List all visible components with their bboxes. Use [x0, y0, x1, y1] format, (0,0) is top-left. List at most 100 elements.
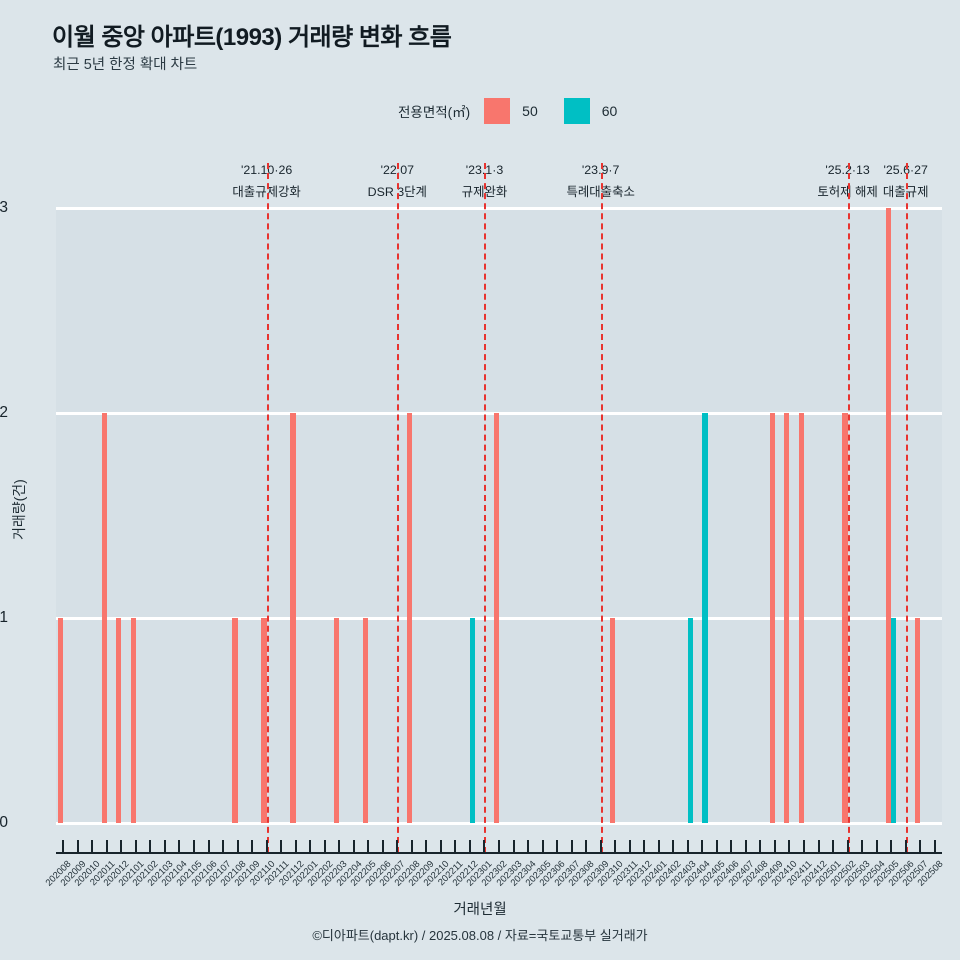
x-tick-mark [76, 840, 79, 853]
x-tick-mark [744, 840, 747, 853]
bar[interactable] [798, 413, 804, 823]
x-tick-mark [570, 840, 573, 853]
bar[interactable] [914, 618, 921, 823]
legend-swatch-50 [484, 98, 511, 124]
chart-title: 이월 중앙 아파트(1993) 거래량 변화 흐름 [52, 24, 452, 51]
legend-item-50[interactable]: 50 [484, 98, 556, 124]
bar[interactable] [334, 618, 340, 823]
y-tick-label: 1 [0, 609, 8, 626]
event-line [905, 163, 908, 853]
bar[interactable] [769, 413, 775, 823]
bars-layer [56, 208, 942, 823]
bar[interactable] [261, 618, 267, 823]
bar[interactable] [702, 413, 708, 823]
x-tick-mark [134, 840, 137, 853]
annotation-date: '23.1·3 [465, 163, 504, 177]
bar[interactable] [406, 413, 412, 823]
x-tick-mark [890, 840, 893, 853]
x-tick-mark [192, 840, 195, 853]
x-tick-mark [512, 840, 515, 853]
bar[interactable] [784, 413, 790, 823]
gridline [56, 206, 942, 210]
x-tick-mark [454, 840, 457, 853]
x-tick-mark [556, 840, 559, 853]
x-tick-mark [585, 840, 588, 853]
x-tick-mark [846, 840, 849, 853]
x-tick-mark [265, 840, 268, 853]
x-tick-mark [919, 840, 922, 853]
bar[interactable] [363, 618, 369, 823]
bar[interactable] [609, 618, 616, 823]
x-tick-mark [788, 840, 791, 853]
bar[interactable] [130, 618, 136, 823]
gridline [56, 616, 942, 620]
legend-title: 전용면적(㎡) [398, 105, 471, 120]
x-tick-mark [498, 840, 500, 853]
gridline [56, 411, 942, 415]
x-tick-mark [91, 840, 94, 853]
gridline [56, 821, 942, 825]
x-tick-mark [323, 840, 326, 853]
bar[interactable] [290, 413, 296, 823]
x-tick-mark [773, 840, 776, 853]
bar[interactable] [232, 618, 238, 823]
x-tick-mark [338, 840, 341, 853]
x-tick-mark [468, 840, 471, 853]
x-tick-mark [410, 840, 413, 853]
event-lines-layer [56, 163, 942, 853]
event-line [397, 163, 400, 853]
x-tick-mark [730, 840, 733, 853]
bar[interactable] [891, 618, 897, 823]
x-tick-mark [439, 840, 442, 853]
bar[interactable] [101, 413, 107, 823]
x-tick-mark [178, 840, 181, 853]
x-tick-mark [352, 840, 355, 853]
chart-subtitle: 최근 5년 한정 확대 차트 [53, 57, 198, 73]
x-tick-mark [759, 840, 762, 853]
x-tick-mark [207, 840, 210, 853]
x-tick-mark [657, 840, 660, 853]
x-tick-mark [120, 840, 123, 853]
event-line [847, 163, 850, 853]
legend-swatch-60 [563, 98, 590, 124]
annotation-date: '22.07 [380, 163, 414, 177]
x-axis-label: 거래년월 [453, 902, 507, 918]
x-tick-mark [817, 840, 820, 853]
x-tick-mark [541, 840, 544, 853]
bar[interactable] [58, 618, 64, 823]
plot-area [56, 163, 942, 853]
bar[interactable] [493, 413, 499, 823]
x-tick-mark [381, 840, 384, 853]
x-tick-mark [933, 840, 936, 853]
bar[interactable] [469, 618, 476, 823]
x-axis-line [56, 852, 942, 854]
x-tick-mark [643, 840, 646, 853]
legend-label-60: 60 [601, 103, 618, 119]
y-tick-label: 3 [0, 199, 8, 216]
x-tick-mark [396, 840, 399, 853]
x-tick-mark [672, 840, 675, 853]
x-tick-mark [527, 840, 530, 853]
event-line [600, 163, 603, 853]
event-line [266, 163, 269, 853]
x-tick-mark [294, 840, 297, 853]
footer-credit: ©디아파트(dapt.kr) / 2025.08.08 / 자료=국토교통부 실… [312, 928, 648, 943]
x-tick-mark [686, 840, 689, 853]
y-axis-label: 거래량(건) [11, 479, 27, 540]
x-tick-mark [715, 840, 718, 853]
legend-item-60[interactable]: 60 [563, 98, 636, 124]
x-tick-mark [280, 840, 283, 853]
x-tick-mark [251, 840, 254, 853]
x-tick-mark [105, 840, 108, 853]
x-tick-mark [222, 840, 225, 853]
bar[interactable] [116, 618, 122, 823]
x-tick-mark [614, 840, 617, 853]
x-tick-mark [163, 840, 166, 853]
x-tick-mark [599, 840, 602, 853]
bar[interactable] [842, 413, 848, 823]
bar[interactable] [687, 618, 694, 823]
x-tick-mark [875, 840, 878, 853]
x-tick-mark [861, 840, 864, 853]
bar[interactable] [885, 208, 892, 823]
